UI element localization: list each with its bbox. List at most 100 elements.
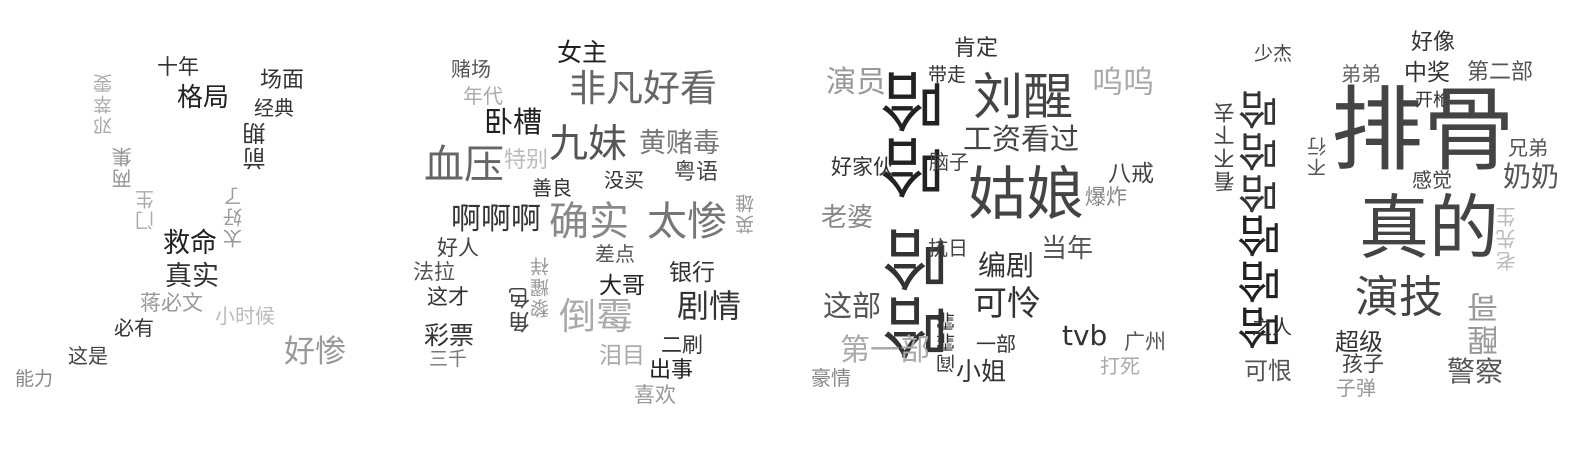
word: 脑子 bbox=[929, 150, 969, 174]
word: 豪情 bbox=[811, 366, 851, 390]
word: 真实 bbox=[165, 261, 219, 292]
word: 泪目 bbox=[599, 343, 645, 369]
word: 非凡好看 bbox=[569, 67, 717, 110]
word: 好家伙 bbox=[831, 155, 894, 179]
word: 门生 bbox=[135, 188, 157, 230]
word: 中奖 bbox=[1404, 60, 1450, 86]
word: 第一部 bbox=[840, 333, 930, 368]
word: 警察 bbox=[1447, 355, 1504, 388]
word: 哈哈哈 bbox=[1239, 88, 1285, 214]
word: 少杰 bbox=[1254, 43, 1293, 65]
word: 三千 bbox=[429, 348, 468, 370]
word: 黎耀祥 bbox=[530, 255, 552, 318]
word: 特别 bbox=[504, 148, 549, 173]
word: 真的 bbox=[1359, 187, 1499, 269]
word: 广州 bbox=[1124, 330, 1166, 354]
word: 爆炸 bbox=[1085, 185, 1127, 209]
word: 看不下去 bbox=[1213, 100, 1237, 192]
word: 大哥 bbox=[599, 273, 645, 299]
word: 刘醒 bbox=[973, 68, 1073, 126]
word: 姑娘 bbox=[968, 160, 1085, 228]
word: 赌场 bbox=[451, 57, 491, 81]
word: 差点 bbox=[595, 242, 635, 266]
word: 确实 bbox=[549, 199, 629, 245]
word: 抗日 bbox=[928, 236, 968, 260]
word: 老婆 bbox=[821, 203, 874, 233]
word: 血压 bbox=[424, 142, 504, 188]
word: 哈哈 bbox=[881, 68, 955, 200]
word: 格局 bbox=[177, 83, 230, 113]
word: 剧情 bbox=[677, 287, 742, 325]
word: 弟弟 bbox=[1341, 62, 1381, 86]
word: 粤语 bbox=[674, 160, 719, 185]
word: 工资看过 bbox=[963, 122, 1080, 156]
word: 开枪 bbox=[1415, 90, 1451, 111]
word: 感觉 bbox=[1412, 168, 1452, 192]
word: 前期 bbox=[244, 120, 270, 170]
word: 出事 bbox=[649, 358, 694, 383]
word: 呜呜 bbox=[1092, 65, 1154, 101]
word: 编剧 bbox=[978, 249, 1035, 282]
word: 醒哥 bbox=[1468, 290, 1504, 356]
word: 八戒 bbox=[1108, 161, 1154, 187]
word: 这是 bbox=[68, 344, 108, 368]
word: 这才 bbox=[427, 285, 469, 309]
word: 当年 bbox=[1041, 234, 1094, 264]
word-cloud-2: 赌场 女主 年代 非凡好看 卧槽 九妹 黄赌毒 血压 特别 善良 没买 粤语 啊… bbox=[399, 0, 798, 456]
word: 排骨 bbox=[1331, 77, 1516, 184]
word: 子弹 bbox=[1336, 376, 1376, 400]
word: 超级 bbox=[1335, 328, 1383, 356]
word-cloud-4: 少杰 好像 弟弟 中奖 第二部 开枪 看不下去 哈哈哈 不行 排骨 兄弟 感觉 … bbox=[1197, 0, 1596, 456]
word: 第二部 bbox=[1467, 60, 1534, 85]
word: 不行 bbox=[1307, 135, 1329, 177]
word: 小时候 bbox=[215, 304, 275, 328]
word: 角色 bbox=[509, 285, 534, 333]
word: 好惨 bbox=[284, 334, 346, 370]
word: 经典 bbox=[254, 96, 294, 120]
word: 场面 bbox=[260, 68, 305, 93]
word: 奶奶 bbox=[1503, 160, 1560, 193]
word: 十年 bbox=[157, 55, 199, 79]
word: 这部 bbox=[823, 289, 882, 323]
word: 老先生 bbox=[1495, 205, 1519, 271]
word: 小姐 bbox=[956, 357, 1007, 386]
word: 年代 bbox=[463, 84, 503, 108]
word: 必有 bbox=[114, 316, 154, 340]
word: 孩子 bbox=[1342, 352, 1384, 376]
word: 喜欢 bbox=[634, 383, 676, 407]
word-cloud-1: 十年 场面 格局 经典 邓萃雯 前期 两集 门生 太好了 救命 真实 蒋必文 小… bbox=[0, 0, 399, 456]
word: 太好了 bbox=[223, 185, 245, 248]
word: 蒋必文 bbox=[140, 291, 203, 315]
word: 倒霉 bbox=[559, 295, 633, 338]
word: 啊啊啊 bbox=[451, 202, 541, 237]
word: 太惨 bbox=[647, 199, 727, 245]
word-cloud-3: 肯定 带走 演员 哈哈 刘醒 呜呜 工资看过 好家伙 脑子 姑娘 八戒 爆炸 老… bbox=[798, 0, 1197, 456]
word: 带走 bbox=[928, 64, 967, 86]
word: 女主 bbox=[557, 38, 608, 67]
word: 演员 bbox=[826, 65, 886, 100]
word: 九妹 bbox=[549, 122, 628, 167]
word: 善良 bbox=[532, 176, 572, 200]
word: 彩票 bbox=[424, 321, 475, 350]
word: 之人 bbox=[1252, 315, 1292, 339]
word: 法拉 bbox=[413, 260, 455, 284]
word: tvb bbox=[1062, 319, 1108, 352]
word: 好人 bbox=[437, 236, 479, 260]
word: 二刷 bbox=[661, 333, 703, 357]
word: 可恨 bbox=[1244, 357, 1292, 385]
word: 两集 bbox=[111, 145, 135, 189]
word: 兄弟 bbox=[1508, 136, 1548, 160]
word: 肯定 bbox=[954, 36, 999, 61]
word: 能力 bbox=[15, 368, 54, 390]
word: 一部 bbox=[976, 332, 1016, 356]
word: 演技 bbox=[1355, 272, 1443, 323]
word: 卧槽 bbox=[484, 105, 543, 139]
word: 救命 bbox=[163, 228, 217, 259]
word: 银行 bbox=[669, 260, 715, 286]
word: 好像 bbox=[1411, 30, 1456, 55]
word: 黄赌毒 bbox=[639, 128, 720, 159]
word: 邓萃雯 bbox=[93, 72, 115, 135]
word: 可怜 bbox=[973, 284, 1041, 324]
word: 阎霏霏 bbox=[936, 310, 958, 373]
word: 没买 bbox=[604, 168, 644, 192]
